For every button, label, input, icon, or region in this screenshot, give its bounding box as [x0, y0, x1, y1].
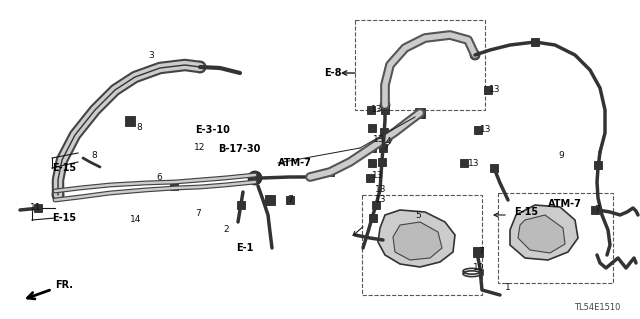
Text: 7: 7 — [594, 205, 600, 214]
Bar — [366, 174, 374, 182]
Bar — [367, 106, 375, 114]
Text: 7: 7 — [195, 209, 201, 218]
Text: FR.: FR. — [28, 280, 73, 299]
Bar — [170, 182, 178, 190]
Text: E-15: E-15 — [52, 163, 76, 173]
Bar — [378, 158, 386, 166]
Bar — [368, 159, 376, 167]
Bar — [381, 106, 389, 114]
Text: E-1: E-1 — [236, 243, 253, 253]
Polygon shape — [378, 210, 455, 267]
Circle shape — [194, 61, 206, 73]
Circle shape — [380, 100, 390, 110]
Text: E-15: E-15 — [514, 207, 538, 217]
Bar — [380, 128, 388, 136]
Circle shape — [248, 171, 262, 185]
Text: 8: 8 — [136, 123, 141, 132]
Text: 3: 3 — [148, 50, 154, 60]
Bar — [237, 201, 245, 209]
Bar — [415, 108, 425, 118]
Text: E-15: E-15 — [52, 213, 76, 223]
Text: 13: 13 — [375, 186, 387, 195]
Circle shape — [52, 189, 64, 201]
Text: 13: 13 — [375, 196, 387, 204]
Bar — [531, 38, 539, 46]
Bar — [591, 206, 599, 214]
Text: E-3-10: E-3-10 — [195, 125, 230, 135]
Bar — [498, 193, 613, 283]
Bar — [34, 204, 42, 212]
Text: ATM-7: ATM-7 — [278, 158, 312, 168]
Text: 13: 13 — [480, 125, 492, 135]
Polygon shape — [518, 215, 565, 253]
Text: 5: 5 — [415, 211, 420, 220]
Text: 7: 7 — [287, 196, 292, 204]
Bar — [474, 126, 482, 134]
Circle shape — [470, 50, 480, 60]
Bar — [286, 196, 294, 204]
Text: 8: 8 — [91, 151, 97, 160]
Text: 13: 13 — [371, 106, 383, 115]
Text: E-8: E-8 — [324, 68, 342, 78]
Bar — [368, 144, 376, 152]
Bar — [460, 159, 468, 167]
Text: 2: 2 — [223, 226, 228, 234]
Text: 9: 9 — [558, 151, 564, 160]
Text: 13: 13 — [372, 170, 383, 180]
Bar — [490, 164, 498, 172]
Text: 13: 13 — [373, 136, 385, 145]
Bar — [473, 247, 483, 257]
Text: B-17-30: B-17-30 — [218, 144, 260, 154]
Bar — [355, 20, 485, 110]
Bar — [265, 195, 275, 205]
Text: 13: 13 — [489, 85, 500, 94]
Bar — [125, 116, 135, 126]
Text: 13: 13 — [468, 160, 479, 168]
Bar — [372, 201, 380, 209]
Text: 4: 4 — [386, 137, 392, 146]
Text: TL54E1510: TL54E1510 — [573, 303, 620, 312]
Bar — [369, 214, 377, 222]
Text: 14: 14 — [130, 216, 141, 225]
Bar — [362, 195, 482, 295]
Bar — [326, 168, 334, 176]
Polygon shape — [510, 205, 578, 260]
Text: 10: 10 — [473, 263, 484, 271]
Polygon shape — [393, 222, 442, 260]
Text: 6: 6 — [156, 174, 162, 182]
Text: ATM-7: ATM-7 — [548, 199, 582, 209]
Bar — [368, 124, 376, 132]
Text: 7: 7 — [478, 248, 484, 256]
Bar — [594, 161, 602, 169]
Text: 11: 11 — [30, 204, 42, 212]
Text: 12: 12 — [194, 144, 205, 152]
Bar — [379, 144, 387, 152]
Text: 1: 1 — [505, 284, 511, 293]
Bar — [484, 86, 492, 94]
